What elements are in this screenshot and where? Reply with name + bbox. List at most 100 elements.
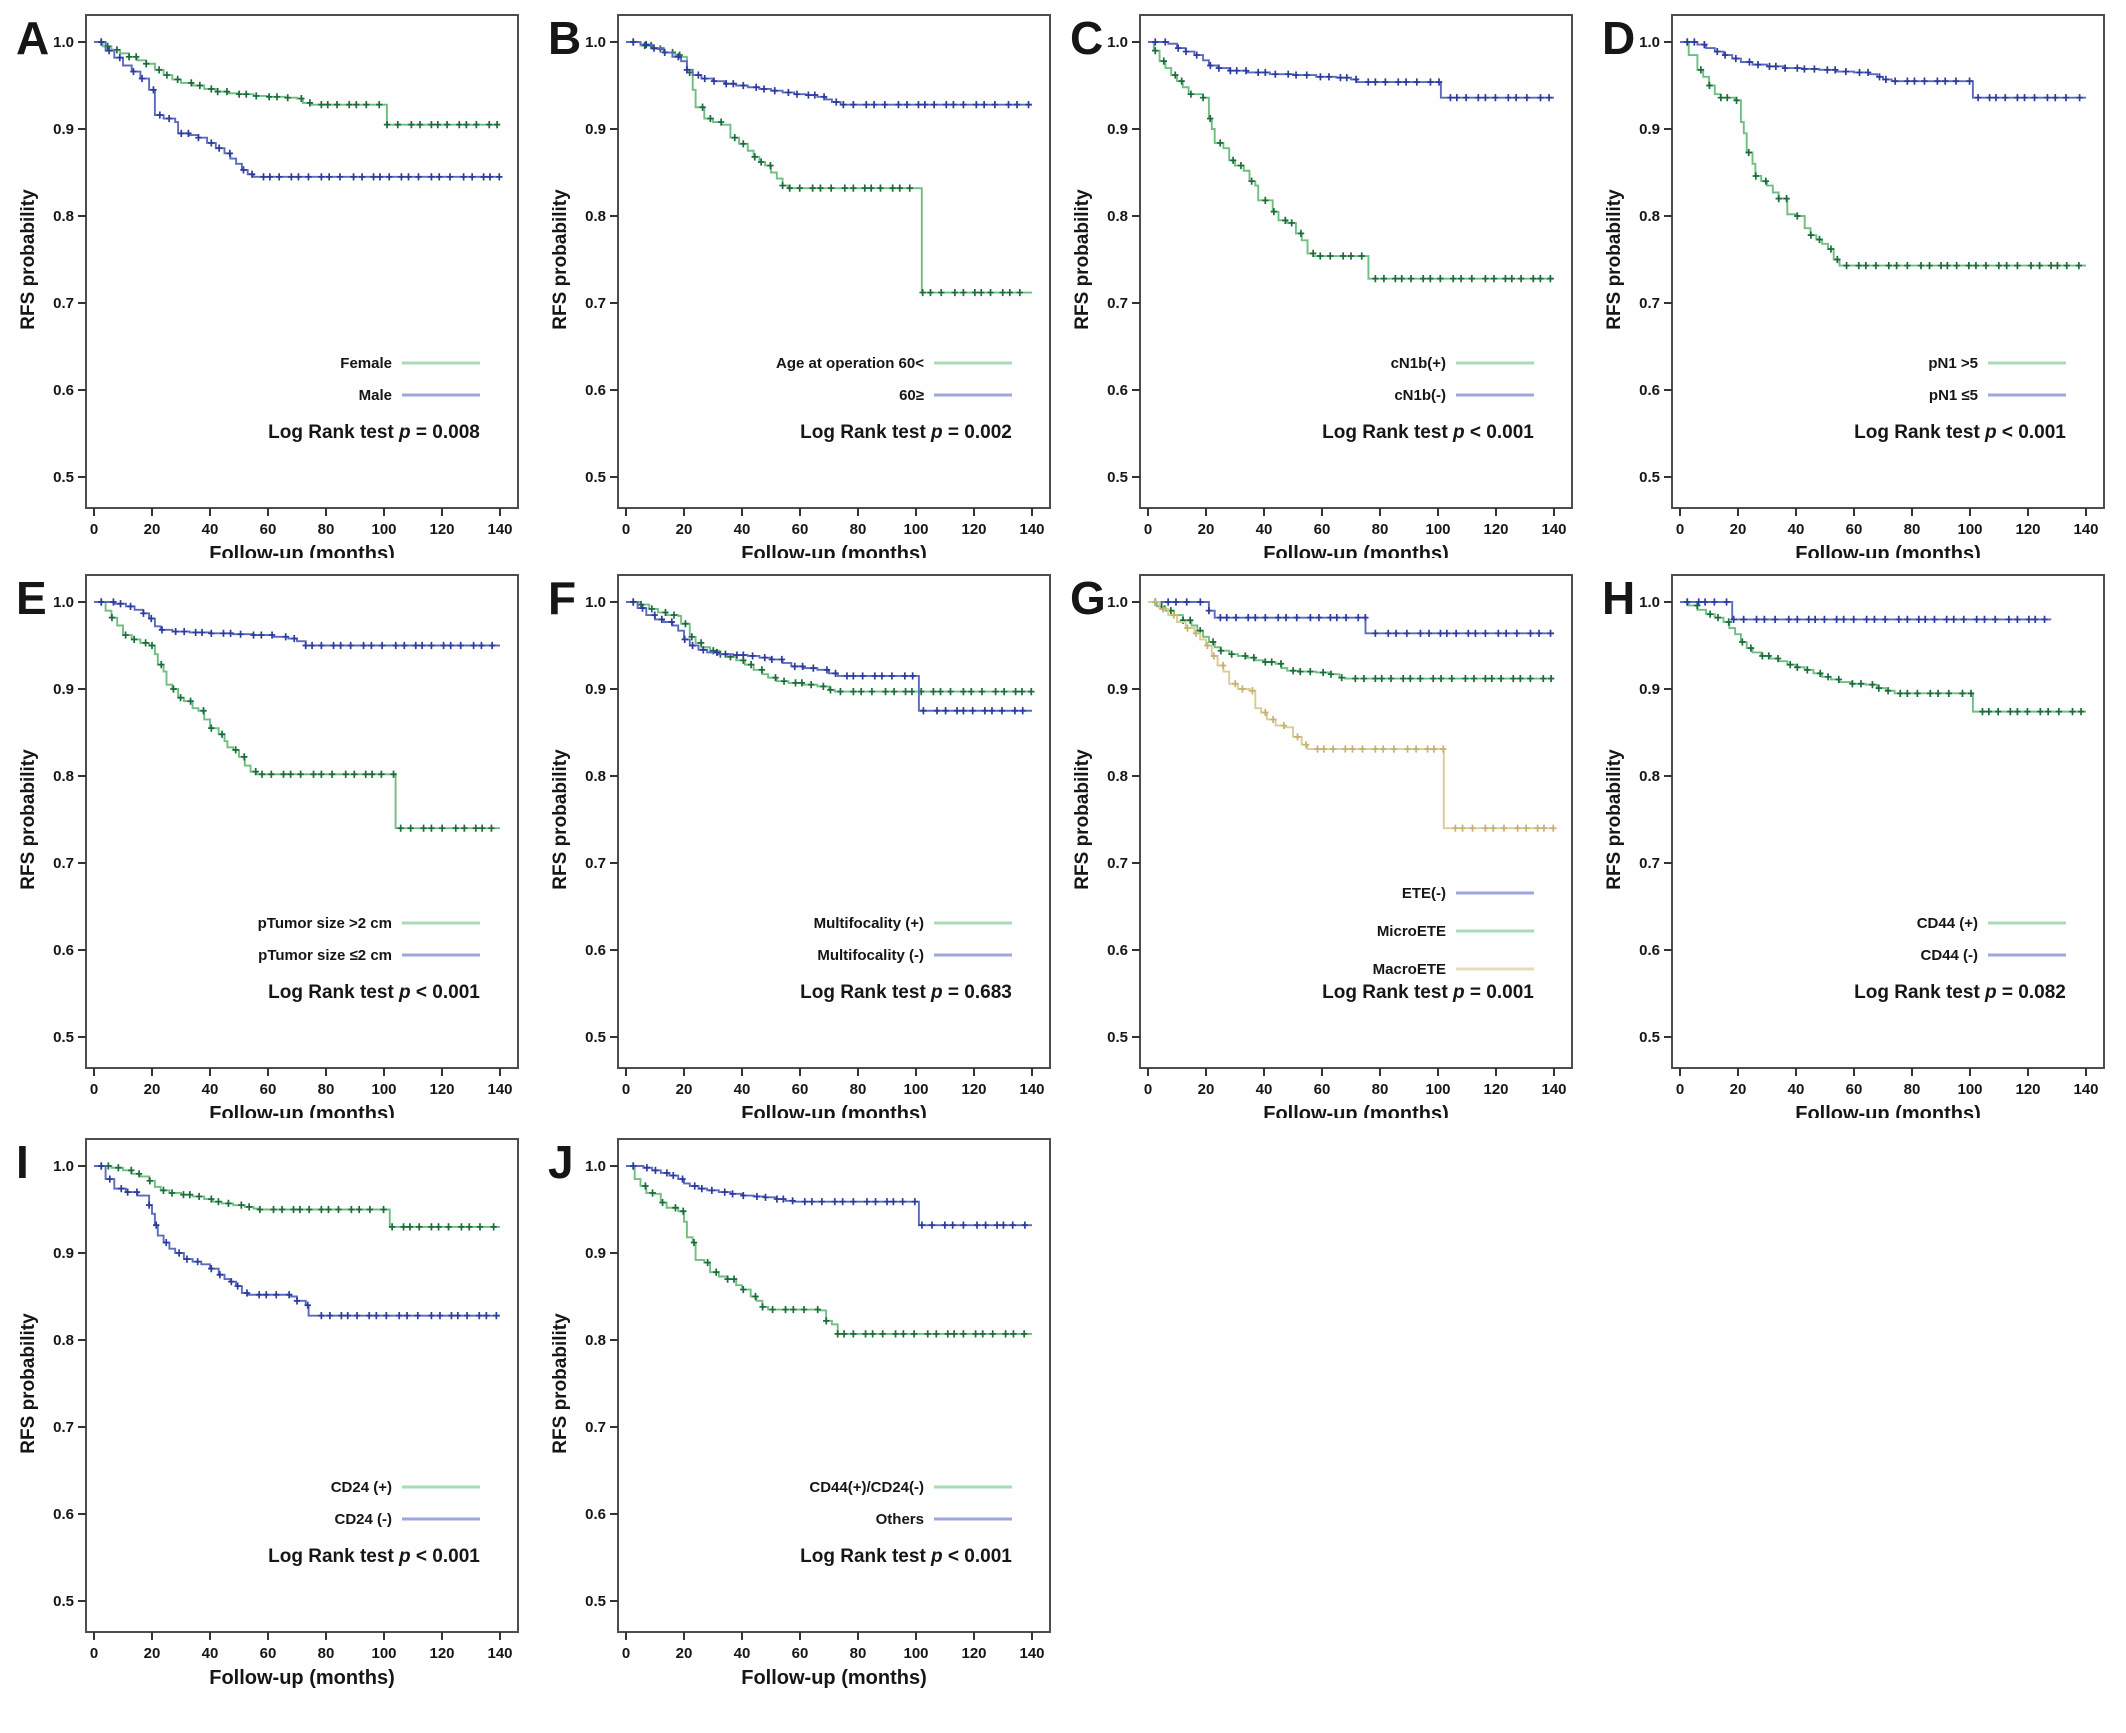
- y-tick-label: 0.6: [53, 942, 74, 959]
- censor-marks-60≥: [630, 38, 1032, 109]
- y-axis-label: RFS probability: [1072, 189, 1093, 330]
- legend-label-pN1 ≤5: pN1 ≤5: [1929, 387, 1978, 404]
- y-tick-label: 0.5: [1639, 469, 1660, 486]
- x-tick-label: 60: [1314, 1081, 1331, 1098]
- x-tick-label: 120: [429, 521, 454, 538]
- x-tick-label: 60: [792, 1081, 809, 1098]
- x-axis-label: Follow-up (months): [1795, 543, 1981, 558]
- legend-label-60≥: 60≥: [899, 387, 924, 404]
- x-tick-label: 80: [318, 1645, 335, 1662]
- legend-label-CD44(+)/CD24(-): CD44(+)/CD24(-): [809, 1479, 924, 1496]
- x-tick-label: 60: [1846, 1081, 1863, 1098]
- y-tick-label: 0.7: [585, 855, 606, 872]
- x-tick-label: 80: [318, 521, 335, 538]
- x-axis-label: Follow-up (months): [741, 543, 927, 558]
- y-tick-label: 0.8: [53, 208, 74, 225]
- x-tick-label: 140: [1019, 1645, 1044, 1662]
- panel-I-svg: I 1.0 0.9 0.8 0.7 0.6 0.5 0 20 40 60 80 100 120 140 Fol…: [16, 1136, 519, 1689]
- y-tick-label: 0.9: [585, 121, 606, 138]
- x-tick-label: 120: [961, 1645, 986, 1662]
- panel-B: B 1.0 0.9 0.8 0.7 0.6 0.5 0 20 40 60 80 100 120 140 Fol…: [538, 0, 1070, 565]
- y-axis-label: RFS probability: [550, 189, 571, 330]
- legend-label-Others: Others: [876, 1511, 924, 1528]
- y-tick-label: 0.8: [1639, 208, 1660, 225]
- p-value-text: Log Rank test p = 0.008: [268, 422, 480, 443]
- y-tick-label: 0.8: [1639, 768, 1660, 785]
- x-tick-label: 100: [903, 1645, 928, 1662]
- censor-marks-pN1 ≤5: [1684, 38, 2083, 102]
- panel-D: D 1.0 0.9 0.8 0.7 0.6 0.5 0 20 40 60 80 100 120 140 Fol…: [1592, 0, 2124, 565]
- panel-G-svg: G 1.0 0.9 0.8 0.7 0.6 0.5 0 20 40 60 80 100 120 140 Fol…: [1070, 572, 1573, 1125]
- y-tick-label: 0.6: [1107, 382, 1128, 399]
- x-axis-label: Follow-up (months): [209, 543, 395, 558]
- y-tick-label: 0.7: [585, 1419, 606, 1436]
- x-axis-label: Follow-up (months): [1263, 543, 1449, 558]
- y-tick-label: 0.6: [53, 1506, 74, 1523]
- x-tick-label: 60: [792, 521, 809, 538]
- panel-letter: H: [1602, 572, 1635, 624]
- censor-marks-CD24 (-): [98, 1162, 500, 1320]
- y-tick-label: 0.9: [53, 1245, 74, 1262]
- censor-marks-Male: [98, 38, 503, 181]
- x-tick-label: 40: [1788, 521, 1805, 538]
- plot-box: [617, 1138, 1051, 1633]
- panel-letter: F: [548, 572, 576, 624]
- y-tick-label: 0.9: [585, 681, 606, 698]
- y-tick-label: 0.6: [53, 382, 74, 399]
- y-tick-label: 1.0: [53, 1158, 74, 1175]
- y-tick-label: 0.7: [1639, 295, 1660, 312]
- legend-label-ETE(-): ETE(-): [1402, 885, 1446, 902]
- x-tick-label: 40: [202, 1081, 219, 1098]
- km-curve-Multifocality (-): [626, 601, 1032, 712]
- x-tick-label: 60: [1846, 521, 1863, 538]
- y-tick-label: 0.5: [1107, 469, 1128, 486]
- legend-label-pN1 >5: pN1 >5: [1928, 355, 1978, 372]
- plot-box: [617, 14, 1051, 509]
- x-axis-label: Follow-up (months): [1795, 1103, 1981, 1118]
- plot-box: [1139, 574, 1573, 1069]
- x-tick-label: 80: [850, 1081, 867, 1098]
- y-tick-label: 0.5: [1639, 1029, 1660, 1046]
- x-tick-label: 40: [734, 521, 751, 538]
- p-value-text: Log Rank test p < 0.001: [1854, 422, 2066, 443]
- y-tick-label: 0.8: [585, 1332, 606, 1349]
- x-tick-label: 120: [1483, 1081, 1508, 1098]
- y-tick-label: 0.8: [1107, 208, 1128, 225]
- censor-marks-pTumor size ≤2 cm: [98, 598, 496, 650]
- legend-label-MacroETE: MacroETE: [1373, 961, 1446, 978]
- p-value-text: Log Rank test p = 0.001: [1322, 982, 1534, 1003]
- censor-marks-cN1b(-): [1152, 38, 1553, 102]
- x-tick-label: 0: [622, 1081, 630, 1098]
- y-tick-label: 0.5: [1107, 1029, 1128, 1046]
- x-tick-label: 20: [1730, 1081, 1747, 1098]
- y-tick-label: 1.0: [1107, 34, 1128, 51]
- legend-label-Multifocality (-): Multifocality (-): [817, 947, 924, 964]
- y-tick-label: 0.9: [53, 681, 74, 698]
- panel-D-svg: D 1.0 0.9 0.8 0.7 0.6 0.5 0 20 40 60 80 100 120 140 Fol…: [1602, 12, 2105, 565]
- panel-C-svg: C 1.0 0.9 0.8 0.7 0.6 0.5 0 20 40 60 80 100 120 140 Fol…: [1070, 12, 1573, 565]
- panel-J: J 1.0 0.9 0.8 0.7 0.6 0.5 0 20 40 60 80 100 120 140 Fol…: [538, 1124, 1070, 1733]
- y-axis-label: RFS probability: [1072, 749, 1093, 890]
- y-tick-label: 0.9: [1639, 681, 1660, 698]
- x-tick-label: 140: [1541, 1081, 1566, 1098]
- x-axis-label: Follow-up (months): [741, 1667, 927, 1689]
- y-tick-label: 1.0: [53, 34, 74, 51]
- x-tick-label: 80: [318, 1081, 335, 1098]
- y-tick-label: 0.9: [1107, 681, 1128, 698]
- censor-marks-Multifocality (-): [630, 598, 1026, 715]
- x-tick-label: 20: [144, 1645, 161, 1662]
- legend-label-pTumor size >2 cm: pTumor size >2 cm: [258, 915, 392, 932]
- km-curve-CD44 (+): [1680, 601, 2086, 713]
- x-tick-label: 100: [371, 521, 396, 538]
- legend-label-Multifocality (+): Multifocality (+): [814, 915, 924, 932]
- x-tick-label: 0: [90, 1645, 98, 1662]
- x-tick-label: 40: [1256, 521, 1273, 538]
- y-tick-label: 0.7: [53, 855, 74, 872]
- x-tick-label: 100: [371, 1645, 396, 1662]
- x-tick-label: 140: [1019, 1081, 1044, 1098]
- panel-letter: D: [1602, 12, 1635, 64]
- y-axis-label: RFS probability: [18, 749, 39, 890]
- panel-E: E 1.0 0.9 0.8 0.7 0.6 0.5 0 20 40 60 80 100 120 140 Fol…: [6, 560, 538, 1125]
- panel-A: A 1.0 0.9 0.8 0.7 0.6 0.5 0 20 40 60 80 100 120 140 Fol…: [6, 0, 538, 565]
- censor-marks-CD44 (-): [1684, 598, 2048, 623]
